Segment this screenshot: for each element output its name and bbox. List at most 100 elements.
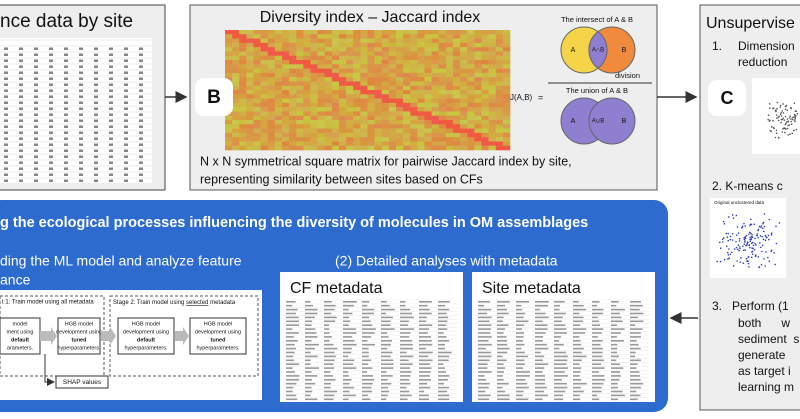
table-cell [497,347,510,350]
table-cell [343,347,352,350]
point [785,121,788,123]
table-cell [34,101,38,104]
table-cell [324,351,335,354]
point [738,238,741,240]
table-cell [343,336,353,338]
heat-cell [296,60,304,65]
table-cell [400,382,411,385]
heat-cell [317,51,326,57]
arrow-head [183,327,189,345]
table-cell [124,155,128,158]
heat-cell [360,132,368,138]
table-cell [64,173,68,176]
heat-cell [331,47,340,52]
point [722,237,725,239]
table-cell [324,371,331,373]
table-cell [478,340,489,342]
heat-cell [346,77,354,82]
heat-cell [274,128,283,134]
table-cell [573,382,587,385]
heat-cell [467,141,475,147]
heat-cell [417,120,425,125]
table-cell [305,332,317,334]
heat-cell [410,94,418,99]
point [758,266,760,269]
heat-cell [282,30,290,35]
table-cell [400,324,409,326]
heat-cell [417,55,425,61]
table-cell [573,394,580,397]
heat-cell [353,30,361,35]
point [736,248,739,251]
point [757,236,759,239]
table-cell [400,347,414,350]
table-cell [611,351,618,354]
point [748,266,750,268]
heat-cell [232,107,240,112]
table-cell [79,179,83,182]
table-cell [554,382,567,385]
site-title: Site metadata [482,280,581,297]
heat-cell [267,30,276,35]
heat-cell [474,128,482,134]
heat-cell [424,77,432,82]
point [793,102,796,104]
heat-cell [346,124,354,129]
heat-cell [260,51,269,57]
point [775,242,778,245]
point [764,265,767,267]
table-cell [4,131,8,134]
stage-label: Stage 2: Train model using selected meta… [113,300,236,306]
point [775,114,778,116]
point [760,246,762,249]
heat-cell [310,107,318,112]
table-cell [611,355,619,358]
table-cell [94,95,98,98]
table-cell [419,336,432,338]
heat-cell [396,42,404,48]
heat-cell [303,68,311,74]
table-cell [400,312,413,315]
heat-cell [495,137,504,142]
heat-cell [381,55,390,61]
heat-cell [502,115,511,121]
point [786,127,789,130]
heat-cell [481,141,489,147]
point [735,240,737,243]
point [769,119,771,122]
heat-cell [388,38,397,44]
heat-cell [474,141,482,147]
table-cell [324,301,332,303]
heat-cell [403,85,411,91]
point [716,260,718,263]
heat-cell [445,102,454,108]
heat-cell [282,85,290,91]
heat-cell [396,141,404,147]
table-cell [516,347,522,350]
heat-cell [346,132,354,138]
heat-cell [488,34,497,39]
heat-cell [282,47,290,52]
table-cell [592,336,598,338]
table-cell [573,340,581,342]
table-cell [19,167,23,170]
heat-cell [474,81,482,87]
table-cell [305,382,316,385]
heat-cell [396,30,404,35]
heat-cell [353,145,361,151]
heat-cell [495,47,504,52]
panel-c-title: Unsupervise [706,15,795,32]
point [721,238,724,241]
table-cell [535,398,543,401]
heat-cell [310,47,318,52]
heat-cell [374,132,383,138]
heat-cell [445,38,454,44]
heat-cell [239,38,247,44]
table-cell [286,367,293,369]
heat-cell [467,77,475,82]
heat-cell [445,34,454,39]
heat-cell [403,47,411,52]
point [733,248,736,250]
point [784,123,787,126]
